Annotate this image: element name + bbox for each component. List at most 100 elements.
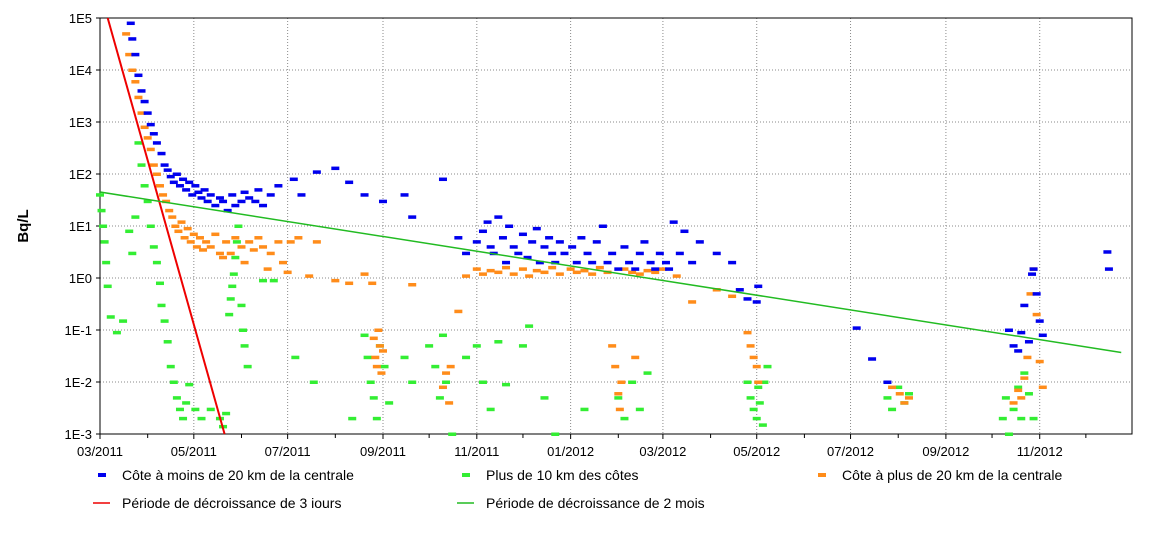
data-point <box>532 226 541 231</box>
series-1 <box>96 141 1038 436</box>
data-point <box>206 407 215 412</box>
data-point <box>425 344 434 348</box>
data-point <box>505 224 514 228</box>
data-point <box>752 416 761 421</box>
data-point <box>572 260 581 265</box>
data-point <box>103 284 112 289</box>
data-point <box>400 193 409 197</box>
legend-label: Côte à moins de 20 km de la centrale <box>122 467 354 483</box>
data-point <box>617 380 626 384</box>
legend-marker <box>98 473 106 477</box>
data-point <box>1035 319 1044 323</box>
data-point <box>294 236 303 240</box>
data-point <box>237 199 246 204</box>
data-point <box>614 267 623 271</box>
data-point <box>478 380 487 384</box>
data-point <box>1024 392 1033 396</box>
data-point <box>595 265 604 270</box>
data-point <box>378 349 387 353</box>
data-point <box>378 199 387 204</box>
data-point <box>728 260 737 265</box>
data-point <box>408 380 417 384</box>
data-point <box>408 215 417 219</box>
data-point <box>572 270 581 275</box>
data-point <box>169 180 178 185</box>
data-point <box>755 401 764 405</box>
data-point <box>998 416 1007 421</box>
data-point <box>895 392 904 396</box>
data-point <box>628 270 637 275</box>
data-point <box>1014 388 1023 393</box>
data-point <box>1001 396 1010 400</box>
data-point <box>192 245 201 249</box>
legend-label: Plus de 10 km des côtes <box>486 467 639 483</box>
data-point <box>1020 376 1029 380</box>
data-point <box>680 229 689 234</box>
data-point <box>540 396 549 400</box>
y-axis-label: Bq/L <box>15 209 32 242</box>
data-point <box>620 416 629 421</box>
data-point <box>345 281 354 286</box>
data-point <box>566 267 575 271</box>
data-point <box>243 364 252 369</box>
data-point <box>1026 292 1035 296</box>
data-point <box>159 193 168 197</box>
data-point <box>177 220 186 224</box>
data-point <box>462 355 471 360</box>
x-tick-label: 03/2012 <box>639 444 686 459</box>
data-point <box>472 344 481 348</box>
data-point <box>655 251 664 256</box>
data-point <box>486 407 495 412</box>
data-point <box>283 270 292 275</box>
data-point <box>312 170 321 174</box>
data-point <box>226 297 235 301</box>
data-point <box>211 203 220 208</box>
data-point <box>883 396 892 400</box>
data-point <box>263 267 272 271</box>
data-point <box>203 199 212 204</box>
data-point <box>888 407 897 412</box>
data-point <box>631 355 640 360</box>
data-point <box>628 380 637 384</box>
data-point <box>174 229 183 234</box>
data-point <box>1004 432 1013 436</box>
data-point <box>1017 396 1026 400</box>
data-point <box>525 274 534 278</box>
data-point <box>171 224 180 228</box>
data-point <box>259 245 268 249</box>
data-point <box>462 251 471 256</box>
data-point <box>240 344 249 348</box>
data-point <box>643 371 652 375</box>
data-point <box>134 73 143 78</box>
data-point <box>580 407 589 412</box>
data-point <box>625 260 634 265</box>
data-point <box>577 236 586 240</box>
data-point <box>442 380 451 384</box>
data-point <box>345 180 354 185</box>
data-point <box>122 32 131 36</box>
data-point <box>1014 385 1023 390</box>
data-point <box>608 344 617 348</box>
data-point <box>712 288 721 292</box>
data-point <box>445 401 454 405</box>
data-point <box>369 336 378 341</box>
data-point <box>498 236 507 240</box>
x-tick-label: 07/2012 <box>827 444 874 459</box>
data-point <box>102 260 111 265</box>
series-2 <box>122 32 1047 412</box>
data-point <box>1020 371 1029 375</box>
data-point <box>197 416 206 421</box>
data-point <box>146 224 155 228</box>
data-point <box>1004 328 1013 332</box>
data-point <box>206 245 215 249</box>
data-point <box>478 229 487 234</box>
data-point <box>191 407 200 412</box>
data-point <box>125 229 134 234</box>
data-point <box>548 251 557 256</box>
data-point <box>743 380 752 384</box>
data-point <box>163 168 172 172</box>
data-point <box>620 267 629 271</box>
legend-label: Période de décroissance de 2 mois <box>486 495 705 511</box>
data-point <box>219 255 228 260</box>
